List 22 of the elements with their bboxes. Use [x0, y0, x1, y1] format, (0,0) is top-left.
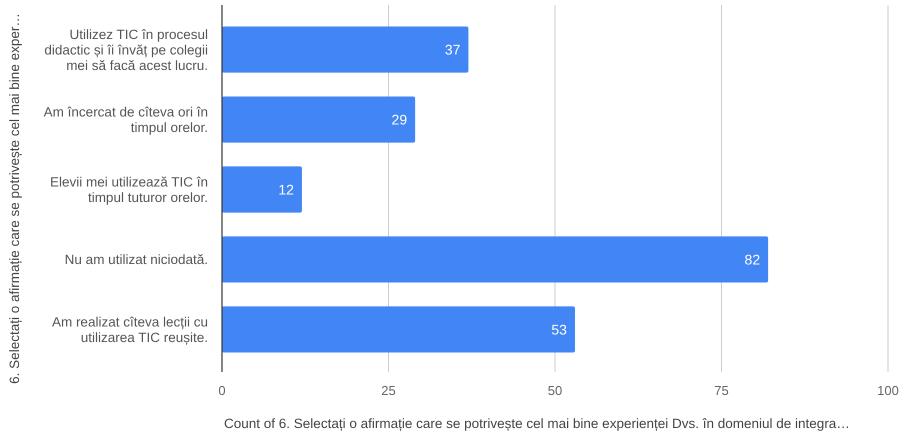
x-axis-title: Count of 6. Selectați o afirmație care se potrivește cel mai bine experienței Dvs. în domeniul de integra… — [224, 416, 850, 431]
data-label: 29 — [392, 111, 408, 128]
x-tick-label: 75 — [714, 383, 729, 398]
y-axis-title: 6. Selectați o afirmație care se potrivește cel mai bine exper… — [7, 13, 22, 384]
y-tick-label: Utilizez TIC în procesul didactic și îi învăț pe colegii mei să facă acest lucru. — [44, 26, 208, 73]
y-tick-label: Am încercat de cîteva ori în timpul orelor. — [44, 104, 208, 136]
bar — [222, 96, 416, 143]
y-tick-label: Am realizat cîteva lecții cu utilizarea TIC reușite. — [52, 314, 208, 345]
x-tick-label: 0 — [218, 383, 226, 398]
bar — [222, 166, 302, 213]
data-label: 37 — [444, 41, 461, 58]
bar — [222, 236, 768, 283]
x-tick-label: 100 — [877, 383, 899, 398]
y-tick-label: Elevii mei utilizează TIC în timpul tuturor orelor. — [50, 174, 208, 205]
data-label: 53 — [551, 321, 568, 338]
bar — [222, 26, 468, 73]
x-tick-label: 50 — [548, 383, 562, 398]
data-label: 82 — [744, 251, 760, 268]
data-label: 12 — [278, 181, 294, 198]
bar — [222, 306, 575, 353]
y-tick-label: Nu am utilizat niciodată. — [64, 252, 208, 268]
x-tick-label: 25 — [381, 383, 396, 398]
